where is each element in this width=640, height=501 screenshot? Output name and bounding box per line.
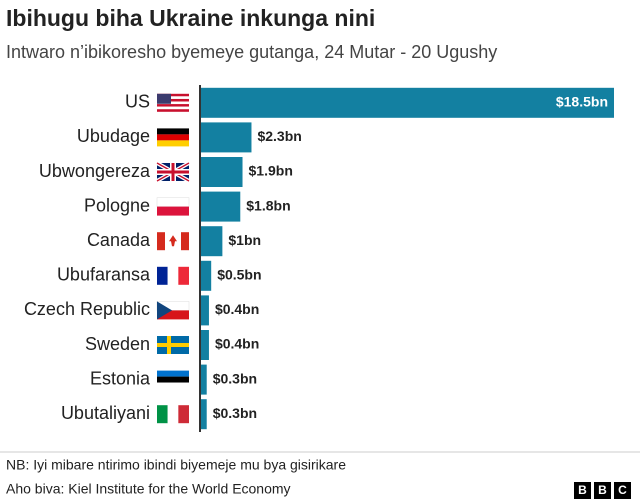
- logo-letter: B: [578, 483, 587, 497]
- chart-title: Ibihugu biha Ukraine inkunga nini: [6, 5, 375, 31]
- flag-part: [157, 128, 189, 135]
- category-label: Pologne: [84, 195, 150, 215]
- bar: [200, 87, 614, 118]
- value-label: $0.4bn: [215, 301, 259, 317]
- flag-part: [157, 405, 168, 424]
- category-label: Czech Republic: [24, 299, 150, 319]
- bar: [200, 122, 252, 153]
- flag-part: [157, 134, 189, 141]
- flag-part: [157, 310, 189, 320]
- flag-part: [157, 336, 189, 354]
- flag-part: [157, 101, 189, 105]
- flag: [157, 93, 189, 112]
- category-label: Ubudage: [77, 126, 150, 146]
- flag: [156, 161, 190, 183]
- flag: [157, 232, 189, 251]
- flag: [157, 405, 189, 424]
- flag-part: [157, 106, 189, 110]
- logo-box: [574, 482, 591, 499]
- category-label: Sweden: [85, 334, 150, 354]
- flag-part: [157, 376, 189, 383]
- bar: [200, 399, 207, 430]
- bar: [200, 157, 243, 187]
- value-label: $0.3bn: [213, 405, 257, 421]
- flag: [156, 197, 190, 216]
- bar: [200, 191, 241, 222]
- value-label: $0.5bn: [217, 267, 261, 283]
- category-label: US: [125, 92, 150, 112]
- logo-box: [594, 482, 611, 499]
- flag-part: [157, 104, 189, 107]
- flag: [157, 336, 189, 354]
- category-label: Ubwongereza: [39, 161, 151, 181]
- value-label: $18.5bn: [556, 94, 608, 110]
- flag-part: [157, 109, 189, 112]
- flag-part: [157, 370, 189, 377]
- logo-letter: B: [598, 483, 607, 497]
- note: NB: Iyi mibare ntirimo ibindi biyemeje m…: [6, 457, 346, 473]
- value-label: $1.9bn: [249, 163, 293, 179]
- flag-part: [157, 98, 189, 102]
- source: Aho biva: Kiel Institute for the World E…: [6, 481, 291, 497]
- category-label: Estonia: [90, 368, 151, 388]
- flag: [157, 128, 189, 147]
- bar: [200, 226, 223, 257]
- value-label: $0.3bn: [213, 370, 257, 386]
- flag-part: [167, 405, 179, 424]
- category-label: Ubufaransa: [57, 265, 151, 285]
- value-label: $1.8bn: [246, 197, 290, 213]
- chart-subtitle: Intwaro n’ibikoresho byemeye gutanga, 24…: [6, 42, 497, 62]
- value-label: $0.4bn: [215, 336, 259, 352]
- category-label: Ubutaliyani: [61, 403, 150, 423]
- bar: [200, 295, 209, 326]
- flag: [157, 266, 189, 285]
- flag-part: [157, 163, 189, 181]
- flag: [156, 301, 190, 320]
- flag-part: [156, 197, 190, 207]
- bar: [200, 260, 212, 291]
- bar: [200, 330, 209, 360]
- flag-part: [181, 232, 189, 251]
- flag-part: [178, 266, 189, 285]
- bar: [200, 364, 207, 395]
- value-label: $2.3bn: [257, 128, 301, 144]
- logo: B B C: [574, 482, 631, 499]
- flag-part: [157, 140, 189, 147]
- flag-part: [157, 93, 189, 97]
- flag-part: [157, 301, 172, 320]
- logo-letter: C: [618, 483, 627, 497]
- flag-part: [157, 266, 168, 285]
- flag-part: [157, 232, 165, 251]
- category-label: Canada: [87, 230, 151, 250]
- flag-part: [167, 266, 179, 285]
- flag: [157, 370, 189, 389]
- flag-part: [157, 206, 189, 216]
- flag-part: [178, 405, 189, 424]
- flag-part: [169, 235, 177, 247]
- value-label: $1bn: [228, 232, 261, 248]
- flag-part: [157, 93, 171, 104]
- flag-part: [157, 96, 189, 99]
- flag-part: [157, 382, 189, 389]
- logo-box: [614, 482, 631, 499]
